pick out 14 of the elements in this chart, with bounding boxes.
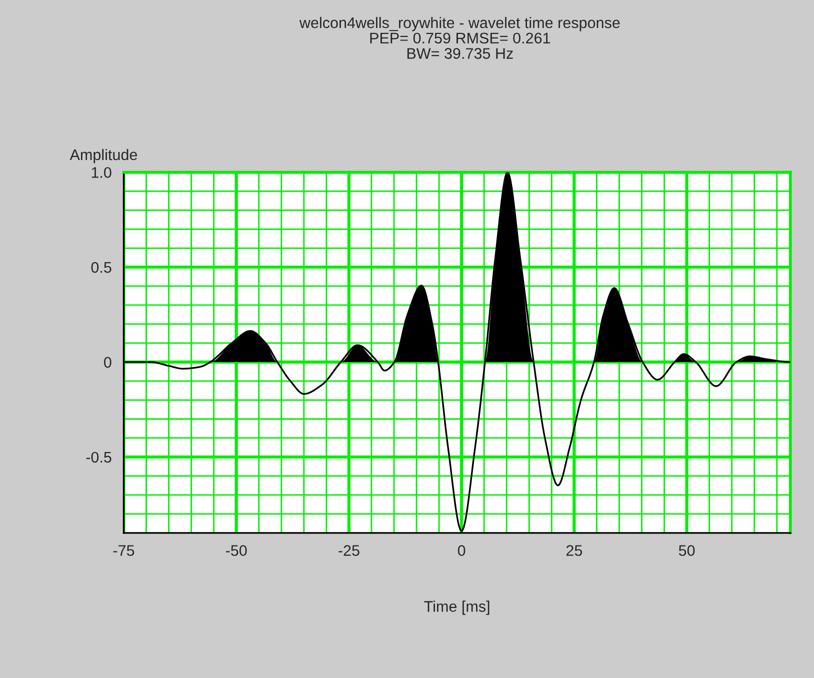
y-tick-label: -0.5	[86, 452, 112, 463]
x-tick-label: 0	[458, 545, 466, 556]
x-tick-label: -75	[113, 545, 134, 556]
y-axis-title: Amplitude	[70, 148, 138, 164]
x-tick-label: -50	[226, 545, 247, 556]
chart-subtitle: PEP= 0.759 RMSE= 0.261 BW= 39.735 Hz	[370, 32, 550, 59]
x-tick-label: 25	[566, 545, 582, 556]
x-tick-label: -25	[338, 545, 360, 556]
chart-title: welcon4wells_roywhite - wavelet time response	[299, 16, 620, 32]
x-axis-title: Time [ms]	[424, 600, 490, 615]
y-tick-label: 1.0	[92, 167, 112, 178]
x-tick-label: 50	[678, 545, 695, 556]
y-tick-label: 0.5	[91, 262, 112, 273]
y-tick-label: 0	[104, 356, 112, 368]
